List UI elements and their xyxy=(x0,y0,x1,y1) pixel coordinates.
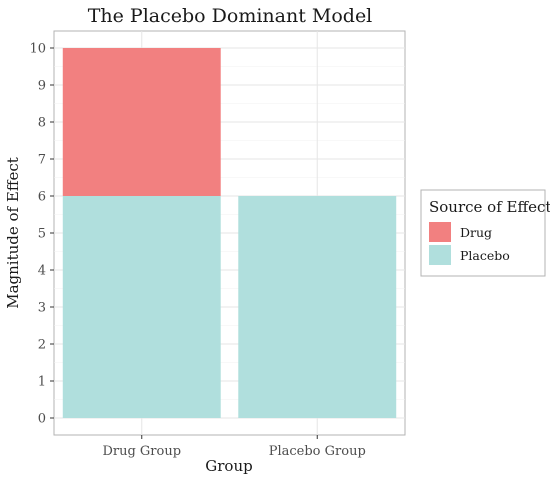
legend-key-placebo xyxy=(429,245,451,265)
bar-placebo-2 xyxy=(238,196,397,418)
y-tick-label: 8 xyxy=(38,116,46,131)
legend-title: Source of Effect xyxy=(429,198,550,216)
y-tick-label: 9 xyxy=(38,79,46,94)
y-axis-title: Magnitude of Effect xyxy=(4,157,22,309)
y-axis-ticks: 0 1 2 3 4 5 6 7 8 9 10 xyxy=(29,42,54,427)
bar-drug-1 xyxy=(62,48,221,196)
bars xyxy=(62,48,397,418)
y-tick-label: 10 xyxy=(29,42,46,57)
x-tick-label: Drug Group xyxy=(102,444,181,459)
legend-label-drug: Drug xyxy=(460,225,492,240)
x-axis-title: Group xyxy=(205,457,252,475)
chart-title: The Placebo Dominant Model xyxy=(88,5,373,27)
legend-entries: Drug Placebo xyxy=(429,222,510,265)
x-axis-ticks: Drug Group Placebo Group xyxy=(102,435,366,459)
legend-label-placebo: Placebo xyxy=(460,248,510,263)
x-tick-label: Placebo Group xyxy=(269,444,366,459)
y-tick-label: 4 xyxy=(38,264,46,279)
y-tick-label: 1 xyxy=(38,375,46,390)
y-tick-label: 6 xyxy=(38,190,46,205)
y-tick-label: 5 xyxy=(38,227,46,242)
y-tick-label: 3 xyxy=(38,301,46,316)
y-tick-label: 2 xyxy=(38,338,46,353)
legend: Source of Effect Drug Placebo xyxy=(420,189,550,277)
y-tick-label: 7 xyxy=(38,153,46,168)
y-tick-label: 0 xyxy=(38,412,46,427)
legend-key-drug xyxy=(429,222,451,242)
bar-placebo-1 xyxy=(62,196,221,418)
